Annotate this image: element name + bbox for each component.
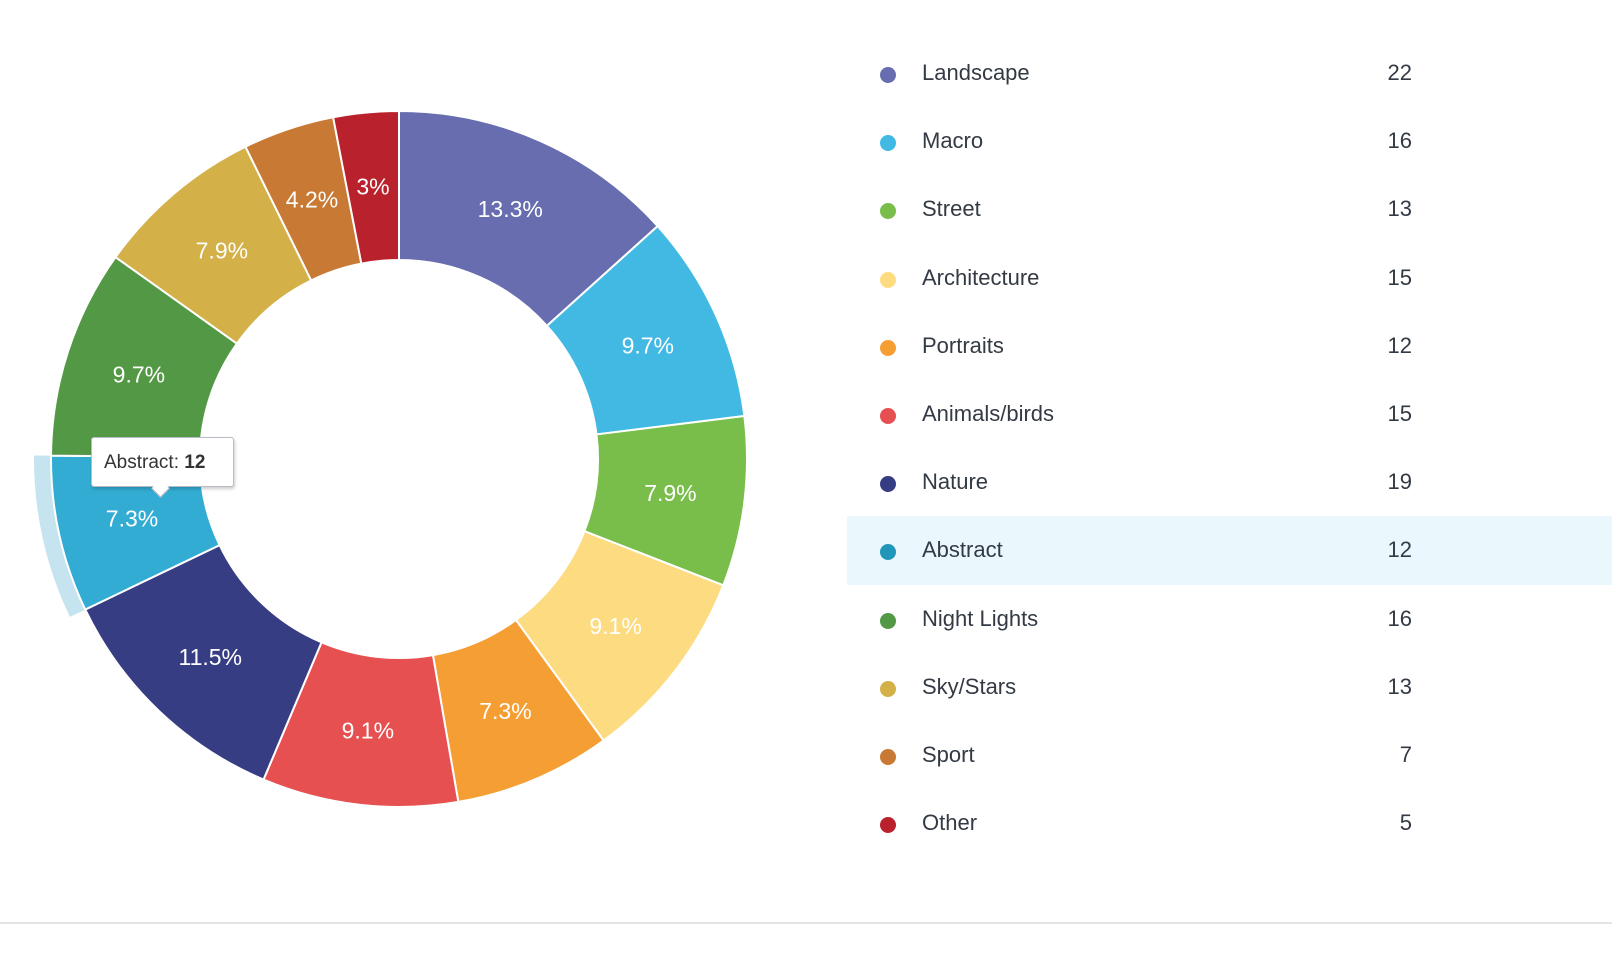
- legend-value: 15: [1387, 400, 1412, 426]
- slice-label-other: 3%: [356, 174, 389, 200]
- legend-label: Portraits: [922, 332, 1004, 358]
- legend-item-street[interactable]: Street 13: [847, 175, 1612, 243]
- legend-dot-icon: [880, 407, 896, 424]
- legend-item-abstract[interactable]: Abstract 12: [847, 516, 1612, 585]
- slice-label-macro: 9.7%: [622, 332, 674, 358]
- legend-dot-icon: [880, 135, 896, 152]
- legend-value: 13: [1387, 196, 1412, 222]
- slice-label-sky-stars: 7.9%: [196, 238, 248, 264]
- legend-value: 16: [1387, 128, 1412, 154]
- legend-value: 12: [1387, 332, 1412, 358]
- legend-label: Sky/Stars: [922, 673, 1017, 699]
- legend-label: Abstract: [922, 537, 1003, 563]
- legend-item-animals-birds[interactable]: Animals/birds 15: [847, 380, 1612, 448]
- legend-label: Nature: [922, 469, 989, 495]
- legend-value: 15: [1387, 264, 1412, 290]
- tooltip-value: 12: [184, 452, 206, 473]
- legend-dot-icon: [880, 476, 896, 493]
- legend-label: Sport: [922, 741, 975, 767]
- legend-item-architecture[interactable]: Architecture 15: [847, 244, 1612, 312]
- legend-label: Night Lights: [922, 605, 1039, 631]
- slice-label-sport: 4.2%: [286, 187, 338, 213]
- legend-value: 7: [1399, 741, 1412, 767]
- slice-label-portraits: 7.3%: [479, 698, 531, 724]
- divider: [0, 922, 1612, 924]
- legend-dot-icon: [880, 680, 896, 697]
- legend-dot-icon: [880, 271, 896, 288]
- legend-value: 16: [1387, 605, 1412, 631]
- legend-label: Animals/birds: [922, 400, 1055, 426]
- legend: Landscape 22 Macro 16 Street 13 Architecture 15…: [847, 39, 1612, 857]
- legend-dot-icon: [880, 817, 896, 834]
- legend-label: Architecture: [922, 264, 1040, 290]
- legend-item-nature[interactable]: Nature 19: [847, 448, 1612, 516]
- donut-chart: 13.3% 9.7% 7.9% 9.1% 7.3% 9.1% 11.5% 7.3% 9.7% 7.…: [34, 109, 748, 808]
- slice-label-architecture: 9.1%: [589, 613, 641, 639]
- legend-dot-icon: [880, 544, 896, 561]
- slice-label-street: 7.9%: [644, 480, 696, 506]
- legend-item-macro[interactable]: Macro 16: [847, 107, 1612, 175]
- legend-label: Landscape: [922, 60, 1030, 85]
- legend-dot-icon: [880, 203, 896, 220]
- slice-label-abstract: 7.3%: [106, 505, 158, 531]
- slice-label-nature: 11.5%: [179, 644, 243, 670]
- legend-dot-icon: [880, 339, 896, 356]
- legend-value: 12: [1387, 537, 1412, 563]
- legend-item-sky-stars[interactable]: Sky/Stars 13: [847, 653, 1612, 721]
- legend-label: Macro: [922, 128, 984, 154]
- legend-label: Street: [922, 196, 981, 222]
- slice-other[interactable]: [331, 109, 400, 265]
- legend-value: 19: [1387, 469, 1412, 495]
- slice-label-landscape: 13.3%: [478, 196, 543, 222]
- legend-item-sport[interactable]: Sport 7: [847, 721, 1612, 789]
- legend-dot-icon: [880, 67, 896, 83]
- slice-label-night-lights: 9.7%: [113, 361, 165, 387]
- legend-dot-icon: [880, 748, 896, 765]
- legend-item-portraits[interactable]: Portraits 12: [847, 312, 1612, 380]
- legend-dot-icon: [880, 612, 896, 629]
- legend-item-landscape[interactable]: Landscape 22: [847, 39, 1612, 107]
- legend-value: 22: [1387, 60, 1412, 85]
- tooltip: Abstract: 12: [91, 437, 234, 498]
- legend-value: 5: [1399, 810, 1412, 836]
- legend-label: Other: [922, 810, 978, 836]
- legend-value: 13: [1387, 673, 1412, 699]
- tooltip-label: Abstract:: [104, 452, 179, 473]
- legend-item-night-lights[interactable]: Night Lights 16: [847, 585, 1612, 653]
- legend-item-other[interactable]: Other 5: [847, 789, 1612, 857]
- slice-label-animals-birds: 9.1%: [342, 718, 394, 744]
